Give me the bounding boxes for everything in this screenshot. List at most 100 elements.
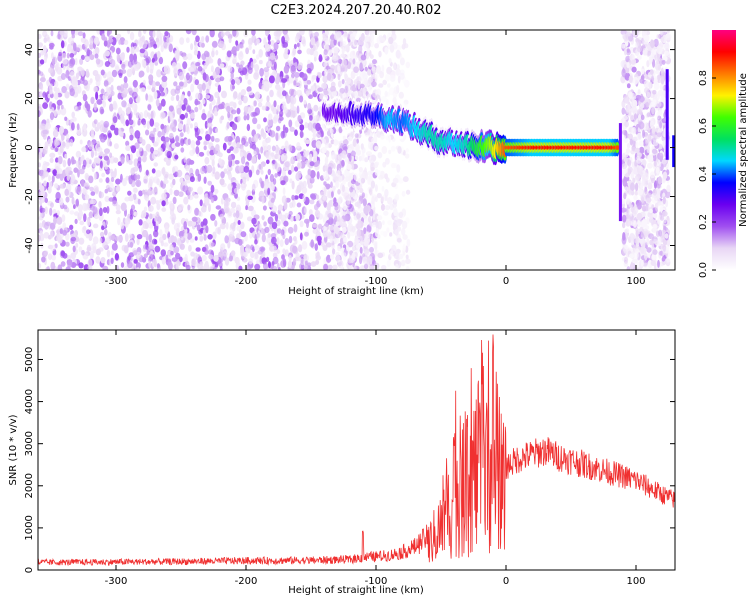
spectrogram-cell xyxy=(128,195,134,202)
spectrogram-cell xyxy=(102,207,108,213)
spectrogram-cell xyxy=(304,206,307,214)
spectrogram-cell xyxy=(267,216,274,225)
spectrogram-cell xyxy=(254,70,259,78)
spectrogram-cell xyxy=(251,30,256,36)
spectrogram-cell xyxy=(250,111,257,118)
spectrogram-cell xyxy=(82,202,88,212)
spectrogram-cell xyxy=(354,239,360,245)
spectrogram-cell xyxy=(235,135,241,145)
spectrogram-cell xyxy=(662,140,666,149)
spectrogram-cell xyxy=(354,54,358,60)
spectrogram-cell xyxy=(168,43,173,53)
spectrogram-cell xyxy=(387,83,391,88)
spectrogram-cell xyxy=(278,30,282,36)
spectrogram-cell xyxy=(61,214,66,223)
spectrogram-cell xyxy=(368,215,371,223)
spectrogram-cell xyxy=(292,245,298,254)
spectrogram-cell xyxy=(55,62,60,69)
spectrogram-cell xyxy=(347,257,353,264)
spectrogram-cell xyxy=(152,30,156,38)
spectrogram-cell xyxy=(290,215,294,222)
spectrogram-cell xyxy=(655,100,662,108)
spectrogram-cell xyxy=(103,155,109,161)
spectrogram-cell xyxy=(120,262,125,268)
spectrogram-cell xyxy=(147,104,152,111)
spectrogram-cell xyxy=(392,201,398,208)
spectrogram-cell xyxy=(165,126,169,135)
spectrogram-cell xyxy=(75,150,82,158)
spectrogram-cell xyxy=(39,185,45,192)
spectrogram-cell xyxy=(626,83,631,89)
spectrogram-cell xyxy=(652,132,656,138)
spectrogram-cell xyxy=(239,151,244,158)
spectrogram-cell xyxy=(83,123,87,132)
spectrogram-cell xyxy=(69,210,75,215)
spectrogram-cell xyxy=(214,220,218,227)
spectrogram-cell xyxy=(330,85,336,93)
spectrogram-cell xyxy=(213,255,219,262)
spectrogram-cell xyxy=(372,240,378,246)
spectrogram-cell xyxy=(67,37,74,44)
spectrogram-cell xyxy=(332,210,337,217)
spectrogram-cell xyxy=(203,176,207,184)
spectrogram-cell xyxy=(39,230,43,237)
spectrogram-cell xyxy=(82,159,87,168)
spectrogram-cell xyxy=(104,165,108,170)
spectrogram-cell xyxy=(46,266,50,270)
spectrogram-cell xyxy=(405,266,410,270)
spectrogram-cell xyxy=(129,208,134,217)
spectrogram-cell xyxy=(630,261,634,270)
spectrogram-cell xyxy=(99,231,105,238)
spectrogram-cell xyxy=(322,195,327,201)
spectrogram-cell xyxy=(269,130,276,138)
spectrogram-cell xyxy=(257,153,261,160)
spectrogram-cell xyxy=(77,186,81,193)
spectrogram-cell xyxy=(647,50,651,56)
spectrogram-cell xyxy=(76,160,82,168)
spectrogram-cell xyxy=(90,199,97,205)
spectrogram-cell xyxy=(115,204,121,211)
spectrogram-cell xyxy=(161,75,168,83)
spectrogram-cell xyxy=(640,231,647,239)
spectrogram-cell xyxy=(291,180,295,190)
spectrogram-cell xyxy=(82,79,88,86)
spectrogram-cell xyxy=(632,177,636,183)
spectrogram-cell xyxy=(204,197,210,206)
spectrogram-cell xyxy=(349,50,356,60)
spectrogram-cell xyxy=(223,199,229,208)
spectrogram-cell xyxy=(77,31,84,37)
spectrogram-cell xyxy=(93,172,97,180)
spectrogram-cell xyxy=(337,189,341,195)
spectrogram-cell xyxy=(246,113,250,121)
spectrogram-cell xyxy=(133,158,139,167)
spectrogram-cell xyxy=(136,234,143,240)
spectrogram-cell xyxy=(147,188,153,196)
spectrogram-cell xyxy=(300,258,305,266)
spectrogram-cell xyxy=(67,259,73,268)
spectrogram-cell xyxy=(313,150,318,159)
spectrogram-cell xyxy=(367,129,371,136)
spectrogram-cell xyxy=(173,236,178,244)
spectrogram-cell xyxy=(318,56,323,62)
spectrogram-cell xyxy=(184,253,188,262)
spectrogram-cell xyxy=(311,194,317,201)
spectrogram-cell xyxy=(170,95,175,101)
spectrogram-cell xyxy=(57,155,63,165)
spectrogram-cell xyxy=(284,238,289,246)
spectrogram-cell xyxy=(201,53,207,61)
spectrogram-cell xyxy=(139,48,146,54)
spectrogram-cell xyxy=(213,188,219,194)
spectrogram-cell xyxy=(204,156,210,165)
spectrogram-cell xyxy=(233,187,239,194)
spectrogram-cell xyxy=(74,58,78,66)
spectrogram-cell xyxy=(236,196,241,202)
spectrogram-cell xyxy=(240,221,245,230)
spectrogram-cell xyxy=(333,46,339,54)
spectrogram-cell xyxy=(338,126,343,134)
spectrogram-cell xyxy=(294,35,299,43)
spectrogram-cell xyxy=(84,39,89,48)
spectrogram-cell xyxy=(128,233,133,240)
spectrogram-cell xyxy=(259,67,264,77)
spectrogram-cell xyxy=(396,164,401,173)
spectrogram-cell xyxy=(388,36,394,45)
